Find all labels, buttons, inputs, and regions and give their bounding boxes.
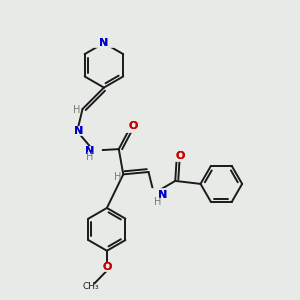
Text: O: O <box>176 151 185 160</box>
Text: N: N <box>99 38 109 48</box>
Text: H: H <box>74 105 81 115</box>
Text: N: N <box>85 146 94 157</box>
Text: O: O <box>176 151 185 160</box>
Text: N: N <box>85 146 94 157</box>
Text: N: N <box>158 190 167 200</box>
Text: O: O <box>129 121 138 131</box>
Text: CH₃: CH₃ <box>82 282 99 291</box>
Text: N: N <box>74 126 83 136</box>
Text: H: H <box>86 152 93 162</box>
Text: O: O <box>102 262 112 272</box>
Text: N: N <box>74 126 83 136</box>
Text: O: O <box>129 121 138 131</box>
Text: H: H <box>114 172 121 182</box>
Text: N: N <box>99 38 109 48</box>
Text: O: O <box>102 262 112 272</box>
Text: N: N <box>158 190 167 200</box>
Text: H: H <box>154 197 161 207</box>
